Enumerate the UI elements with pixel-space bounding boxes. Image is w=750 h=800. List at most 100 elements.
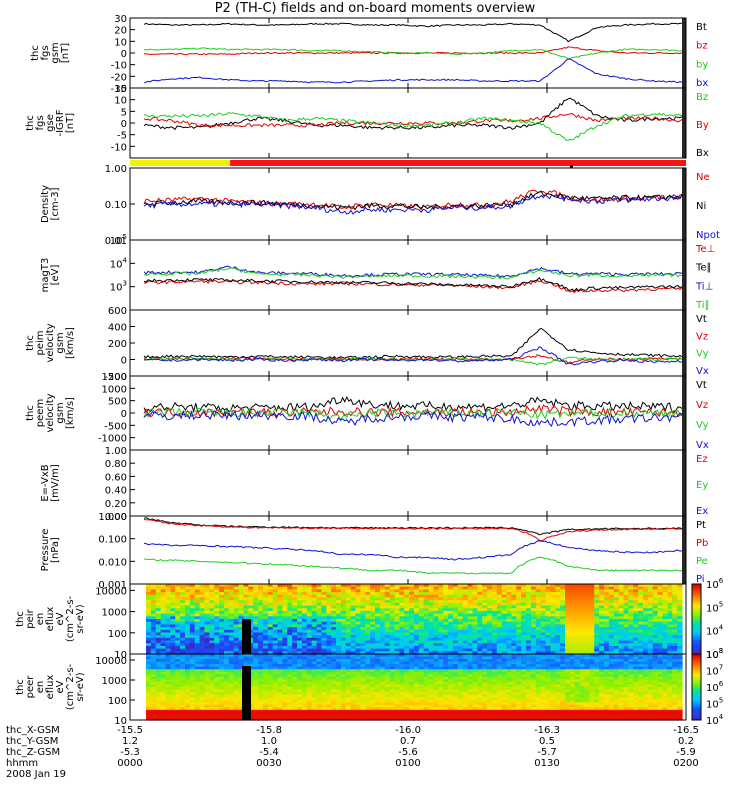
peer_spectrogram-cell [331, 679, 337, 683]
peer_spectrogram-cell [394, 664, 400, 668]
peer_spectrogram-cell [165, 684, 171, 688]
peir_spectrogram-cell [501, 648, 508, 652]
peir_spectrogram-cell [477, 637, 483, 642]
peir_spectrogram-cell [667, 594, 673, 599]
peim_velocity-ylabel-line: [km/s] [65, 327, 76, 359]
peir_spectrogram-cell [487, 629, 493, 634]
peir_spectrogram-cell [204, 637, 210, 642]
peer_spectrogram-cell [155, 704, 162, 708]
peir_spectrogram-cell [604, 645, 610, 650]
peer_spectrogram-cell [443, 709, 449, 713]
peir_spectrogram-cell [482, 608, 488, 612]
peir_spectrogram-cell [579, 637, 586, 642]
peir_spectrogram-cell [643, 616, 649, 620]
peer_spectrogram-cell [345, 692, 352, 696]
peir_spectrogram-cell [443, 608, 449, 612]
peir_spectrogram-cell [321, 619, 327, 623]
peir_spectrogram-cell [477, 621, 483, 625]
peer_spectrogram-cell [150, 664, 157, 668]
peir_spectrogram-cell [262, 643, 269, 647]
peir_spectrogram-cell [331, 594, 337, 599]
peer_spectrogram-cell [452, 676, 459, 680]
peir_spectrogram-cell [238, 651, 245, 655]
peir_spectrogram-cell [389, 627, 396, 631]
peer_spectrogram-cell [155, 694, 162, 698]
peer_spectrogram-cell [219, 654, 225, 658]
peer_spectrogram-cell [443, 697, 449, 701]
peer_spectrogram-cell [438, 704, 444, 708]
peer_spectrogram-cell [146, 697, 152, 701]
peer_spectrogram-cell [462, 681, 469, 686]
peer_spectrogram-cell [175, 709, 181, 713]
peir_spectrogram-cell [282, 651, 288, 655]
peer_spectrogram-cell [180, 654, 186, 658]
peir_spectrogram-ytick-label: 100 [108, 629, 127, 640]
peer_spectrogram-cell [160, 671, 167, 675]
peir_spectrogram-cell [223, 645, 230, 650]
peir_spectrogram-cell [555, 608, 561, 612]
peir_spectrogram-cell [423, 629, 430, 634]
peir_spectrogram-colorbar-cell [692, 591, 701, 594]
peer_spectrogram-cell [350, 664, 357, 668]
peer_spectrogram-cell [272, 714, 279, 719]
peer_spectrogram-cell [384, 661, 391, 665]
peir_spectrogram-cell [482, 602, 488, 607]
peir_spectrogram-cell [472, 637, 478, 642]
peer_spectrogram-cell [316, 681, 323, 686]
peer_spectrogram-cell [282, 687, 288, 691]
peir_spectrogram-cell [233, 584, 240, 588]
peir_spectrogram-cell [428, 645, 435, 650]
peir_spectrogram-cell [311, 594, 318, 599]
peir_spectrogram-cell [262, 619, 269, 623]
peir_spectrogram-cell [667, 632, 673, 636]
peir_spectrogram-cell [360, 637, 366, 642]
fgs_dsl-ylabel-line: [nT] [65, 113, 76, 133]
peir_spectrogram-cell [643, 589, 649, 593]
peer_spectrogram-cell [219, 656, 225, 660]
peir_spectrogram-cell [545, 602, 552, 607]
peir_spectrogram-cell [511, 640, 517, 644]
peer_spectrogram-cell [321, 666, 327, 670]
peer_spectrogram-cell [297, 671, 303, 675]
peir_spectrogram-cell [433, 632, 439, 636]
peir_spectrogram-cell [418, 643, 425, 647]
peir_spectrogram-cell [194, 586, 201, 590]
peir_spectrogram-cell [184, 640, 191, 644]
peer_spectrogram-cell [301, 656, 308, 660]
peir_spectrogram-cell [209, 624, 215, 628]
efield-ytick-label: 1.00 [105, 446, 127, 457]
peer_spectrogram-cell [199, 717, 206, 721]
peir_spectrogram-cell [491, 629, 498, 634]
peir_spectrogram-cell [204, 600, 210, 604]
peer_spectrogram-cell [472, 704, 478, 708]
peir_spectrogram-cell [292, 627, 298, 631]
peir_spectrogram-cell [530, 640, 537, 644]
peer_spectrogram-cell [428, 714, 435, 719]
peir_spectrogram-cell [652, 600, 659, 604]
peir_spectrogram-cell [180, 605, 186, 609]
peer_spectrogram-cell [472, 687, 478, 691]
peir_spectrogram-cell [175, 616, 181, 620]
peir_spectrogram-cell [467, 600, 474, 604]
peir_spectrogram-cell [258, 629, 264, 634]
peer_spectrogram-cell [184, 674, 191, 678]
peer_spectrogram-cell [184, 656, 191, 660]
peer_spectrogram-cell [170, 661, 176, 665]
peer_spectrogram-cell [262, 661, 269, 665]
peer_spectrogram-cell [482, 684, 488, 688]
peer_spectrogram-cell [389, 694, 396, 698]
peer_spectrogram-cell [482, 702, 488, 706]
peir_spectrogram-cell [267, 643, 274, 647]
peer_spectrogram-cell [311, 704, 318, 708]
peer_spectrogram-cell [219, 704, 225, 708]
peir_spectrogram-cell [652, 640, 659, 644]
peer_spectrogram-cell [394, 709, 400, 713]
peir_spectrogram-cell [414, 586, 420, 590]
peir_spectrogram-cell [253, 651, 259, 655]
efield-legend-1: Ey [696, 480, 708, 491]
peer_spectrogram-cell [355, 659, 361, 663]
peir_spectrogram-cell [340, 610, 347, 615]
peir_spectrogram-cell [604, 648, 610, 652]
peir_spectrogram-cell [370, 592, 376, 596]
peer_spectrogram-cell [233, 687, 240, 691]
